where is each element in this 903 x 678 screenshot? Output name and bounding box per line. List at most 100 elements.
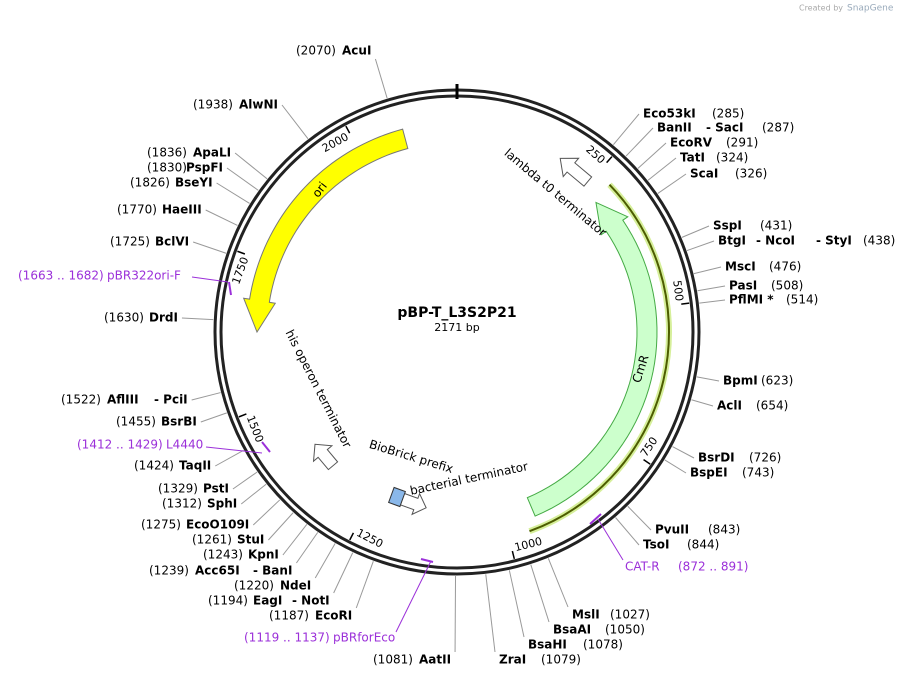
leader-line [374, 58, 388, 99]
tick-mark [345, 125, 351, 134]
enzyme-position: (438) [863, 234, 895, 248]
enzyme-position: (1239) [149, 564, 189, 578]
enzyme-position: (287) [762, 121, 794, 135]
enzyme-name: - BanI [253, 564, 292, 578]
enzyme-name: - PciI [154, 393, 188, 407]
enzyme-position: (1187) [269, 609, 309, 623]
enzyme-name: EcoO109I [186, 518, 249, 532]
leader-lines [181, 58, 726, 653]
tick-mark [237, 250, 246, 255]
enzyme-position: (1424) [134, 459, 174, 473]
enzyme-name: Acc65I [195, 564, 240, 578]
leader-line [191, 392, 221, 401]
enzyme-name: ScaI [690, 167, 718, 181]
enzyme-position: (1081) [373, 653, 413, 667]
enzyme-position: (726) [749, 451, 781, 465]
leader-line [333, 552, 354, 594]
enzyme-position: (1725) [110, 235, 150, 249]
enzyme-position: (431) [760, 219, 792, 233]
bacterial-terminator-arrow [399, 492, 427, 516]
enzyme-name: NdeI [280, 579, 311, 593]
leader-line [508, 570, 525, 638]
enzyme-name: AcuI [342, 44, 371, 58]
enzyme-name: - SacI [706, 121, 743, 135]
leader-line [314, 543, 336, 579]
enzyme-name: BtgI [718, 234, 746, 248]
enzyme-name: EcoRV [670, 136, 713, 150]
enzyme-name: HaeIII [162, 203, 202, 217]
enzyme-position: (1770) [117, 203, 157, 217]
enzyme-name: MslI [572, 608, 600, 622]
enzyme-name: TsoI [643, 538, 669, 552]
enzyme-position: (476) [769, 260, 801, 274]
enzyme-name: - NcoI [756, 234, 795, 248]
enzyme-position: (623) [761, 374, 793, 388]
brand: SnapGene [847, 4, 894, 14]
primer-name: pBR322ori-F [107, 269, 181, 283]
leader-line [215, 449, 244, 467]
tick-mark [238, 413, 247, 418]
leader-line [647, 157, 677, 181]
enzyme-position: (291) [726, 136, 758, 150]
leader-line [226, 167, 259, 191]
leader-line [691, 399, 714, 407]
tick-label: 1000 [513, 535, 543, 554]
enzyme-name: AatII [419, 653, 451, 667]
features [242, 128, 672, 535]
enzyme-position: (1329) [158, 482, 198, 496]
tick-mark [349, 532, 355, 541]
enzyme-position: (843) [708, 523, 740, 537]
leader-line [664, 459, 687, 474]
primer-range: (1663 .. 1682) [18, 269, 104, 283]
leader-line [296, 532, 319, 564]
enzyme-name: DrdI [149, 311, 178, 325]
enzyme-position: (1522) [61, 393, 101, 407]
enzyme-position: (1312) [162, 497, 202, 511]
enzyme-name: BseYI [175, 176, 213, 190]
leader-line [200, 412, 227, 423]
enzyme-name: Eco53kI [643, 107, 696, 121]
enzyme-name: BsaHI [528, 638, 567, 652]
leader-line [686, 240, 715, 252]
leader-line [681, 225, 710, 238]
leader-line [181, 317, 214, 321]
enzyme-name: - NotI [292, 594, 330, 608]
enzyme-position: (1078) [583, 638, 623, 652]
enzyme-name: TatI [680, 151, 705, 165]
enzyme-position: (844) [687, 538, 719, 552]
tick-label: 2000 [320, 130, 351, 155]
leader-line [232, 471, 258, 490]
enzyme-position: (285) [712, 107, 744, 121]
enzyme-name: MscI [725, 260, 756, 274]
enzyme-name: AflIII [107, 393, 139, 407]
enzyme-position: (1938) [193, 98, 233, 112]
enzyme-position: (654) [756, 399, 788, 413]
leader-line [625, 127, 654, 157]
primer-line [529, 184, 670, 533]
enzyme-name: ZraI [499, 653, 526, 667]
enzyme-position: (743) [742, 466, 774, 480]
biobrick-box [387, 486, 407, 508]
primer-range: (872 .. 891) [678, 560, 748, 574]
enzyme-position: (1079) [541, 653, 581, 667]
enzyme-name: PflMI * [729, 293, 774, 307]
primer-marks [191, 276, 624, 633]
his-operon-arrow [312, 443, 339, 471]
leader-line [216, 182, 250, 204]
leader-line [657, 173, 687, 194]
enzyme-name: BpmI [723, 374, 758, 388]
tick-mark [643, 458, 651, 465]
enzyme-name: SspI [713, 219, 742, 233]
enzyme-position: (1050) [605, 623, 645, 637]
leader-line [240, 483, 267, 505]
enzyme-position: (1261) [192, 533, 232, 547]
leader-line [268, 512, 294, 541]
enzyme-name: BanII [657, 121, 692, 135]
leader-line [192, 241, 227, 254]
enzyme-name: AclI [717, 399, 742, 413]
enzyme-position: (1220) [234, 579, 274, 593]
enzyme-position: (324) [716, 151, 748, 165]
enzyme-name: BspEI [690, 466, 728, 480]
